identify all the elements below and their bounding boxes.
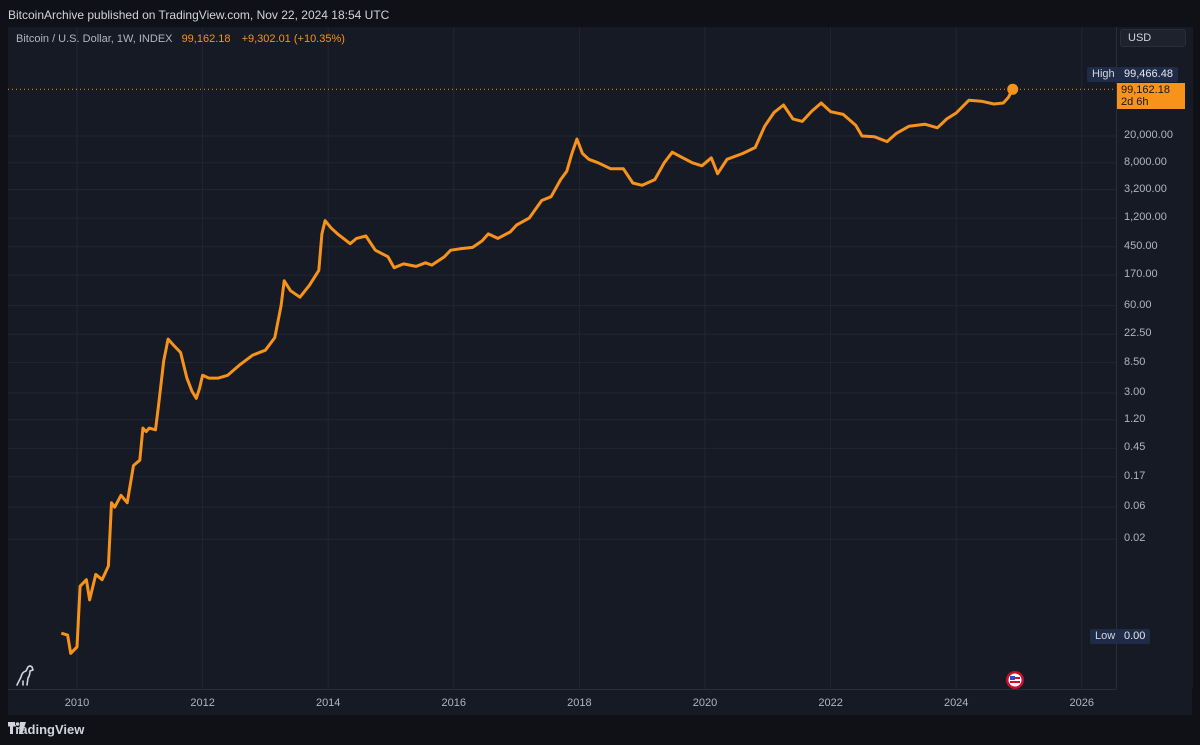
low-label: Low bbox=[1090, 629, 1121, 644]
high-label: High bbox=[1087, 67, 1120, 82]
currency-button[interactable]: USD bbox=[1120, 29, 1186, 47]
dinosaur-icon[interactable] bbox=[14, 663, 40, 689]
y-tick-label: 1,200.00 bbox=[1124, 211, 1167, 224]
chart-grid bbox=[8, 27, 1116, 689]
y-tick-label: 3,200.00 bbox=[1124, 182, 1167, 195]
series-legend: Bitcoin / U.S. Dollar, 1W, INDEX 99,162.… bbox=[16, 33, 345, 45]
x-tick-label: 2022 bbox=[818, 697, 843, 709]
legend-price: 99,162.18 bbox=[181, 33, 231, 45]
x-tick-label: 2014 bbox=[315, 697, 341, 709]
y-tick-label: 8.50 bbox=[1124, 355, 1146, 368]
y-tick-label: 8,000.00 bbox=[1124, 155, 1167, 168]
time-axis[interactable] bbox=[8, 689, 1116, 716]
x-tick-label: 2010 bbox=[64, 697, 90, 709]
tradingview-brand[interactable]: TradingView bbox=[8, 722, 84, 737]
x-tick-label: 2016 bbox=[441, 697, 467, 709]
price-axis[interactable] bbox=[1116, 27, 1193, 689]
axis-corner bbox=[1116, 689, 1192, 715]
x-tick-label: 2012 bbox=[190, 697, 215, 709]
y-tick-label: 60.00 bbox=[1124, 298, 1152, 311]
tradingview-logo-icon bbox=[8, 722, 26, 734]
x-tick-label: 2020 bbox=[692, 697, 718, 709]
y-tick-label: 20,000.00 bbox=[1124, 129, 1173, 142]
legend-change: +9,302.01 (+10.35%) bbox=[241, 33, 345, 45]
current-price-tag: 99,162.18 2d 6h bbox=[1117, 83, 1185, 109]
current-price-value: 99,162.18 bbox=[1121, 84, 1170, 96]
last-price-dot bbox=[1007, 83, 1019, 95]
low-value: 0.00 bbox=[1119, 629, 1151, 644]
x-tick-label: 2026 bbox=[1069, 697, 1095, 709]
us-flag-icon[interactable] bbox=[1005, 670, 1025, 690]
y-tick-label: 0.45 bbox=[1124, 441, 1146, 454]
y-tick-label: 0.06 bbox=[1124, 500, 1146, 513]
brand-name: TradingView bbox=[8, 722, 85, 737]
x-tick-label: 2024 bbox=[943, 697, 969, 709]
published-info: BitcoinArchive published on TradingView.… bbox=[8, 8, 390, 22]
bar-countdown: 2d 6h bbox=[1121, 96, 1149, 108]
y-tick-label: 1.20 bbox=[1124, 412, 1146, 425]
symbol-description: Bitcoin / U.S. Dollar, 1W, INDEX bbox=[16, 33, 173, 45]
y-tick-label: 3.00 bbox=[1124, 386, 1146, 398]
footer bbox=[0, 715, 1200, 745]
y-tick-label: 0.02 bbox=[1124, 532, 1146, 545]
y-tick-label: 0.17 bbox=[1124, 469, 1146, 482]
top-bar: BitcoinArchive published on TradingView.… bbox=[0, 0, 1200, 28]
high-value: 99,466.48 bbox=[1119, 67, 1178, 82]
price-series-line bbox=[60, 88, 1015, 655]
y-tick-label: 22.50 bbox=[1124, 327, 1152, 340]
y-tick-label: 450.00 bbox=[1124, 239, 1158, 252]
x-tick-label: 2018 bbox=[567, 697, 592, 709]
chart-area[interactable] bbox=[8, 27, 1116, 689]
y-tick-label: 170.00 bbox=[1124, 268, 1158, 281]
